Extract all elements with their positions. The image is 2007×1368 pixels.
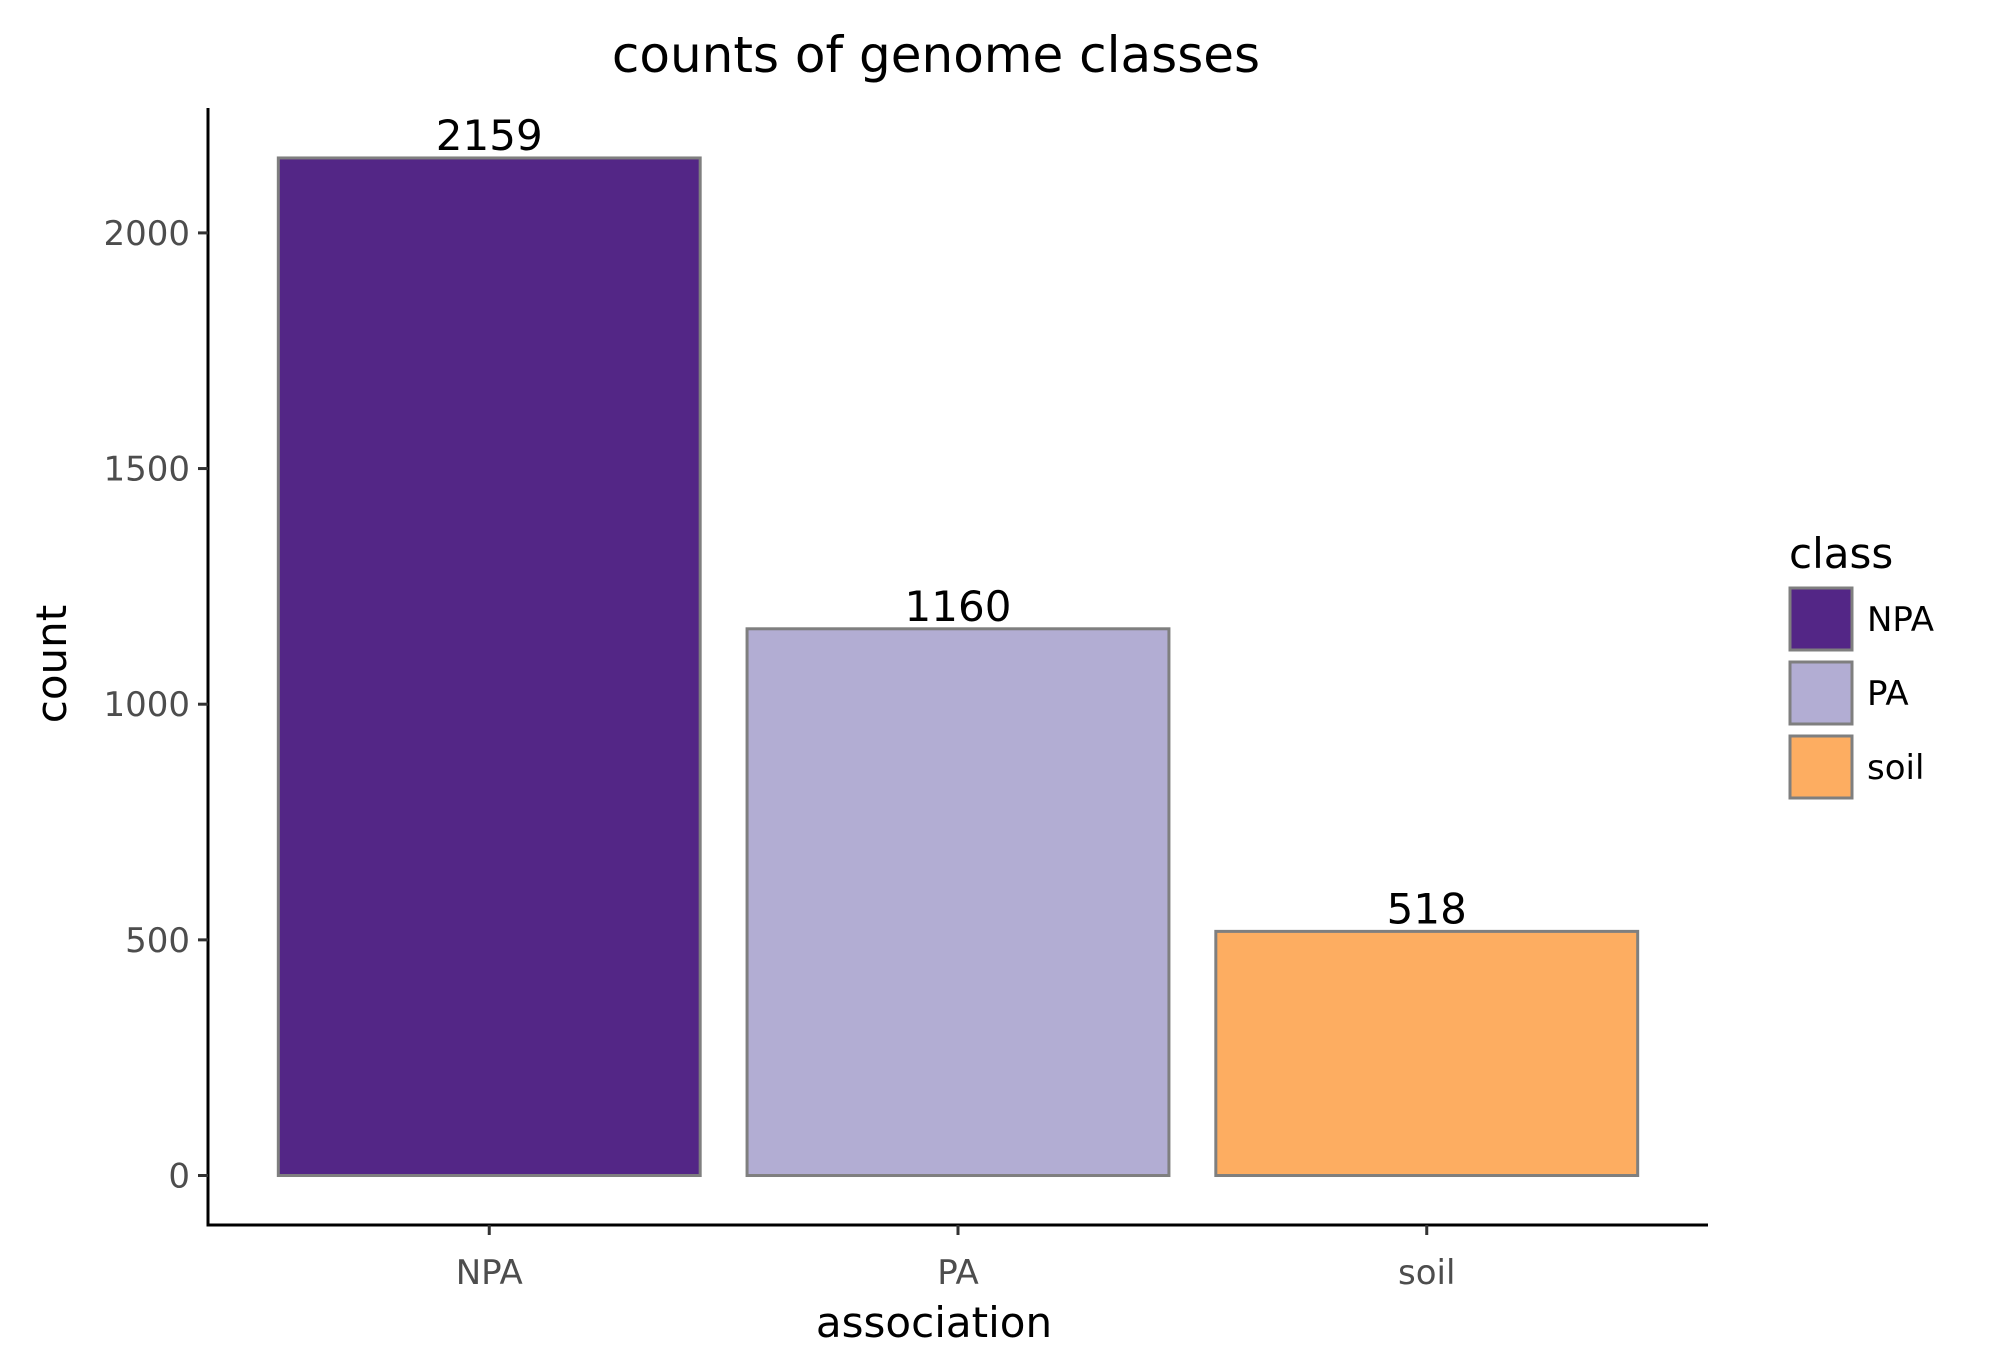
legend-key-pa bbox=[1788, 660, 1854, 726]
y-axis-ticks: 0 500 1000 1500 2000 bbox=[103, 214, 208, 1197]
data-label-npa: 2159 bbox=[436, 111, 543, 160]
x-tick-label-pa: PA bbox=[937, 1253, 979, 1293]
legend-label-pa: PA bbox=[1867, 674, 1909, 714]
legend-label-soil: soil bbox=[1867, 748, 1924, 788]
legend-key-soil bbox=[1788, 734, 1854, 800]
data-label-pa: 1160 bbox=[905, 582, 1012, 631]
data-label-soil: 518 bbox=[1387, 884, 1467, 933]
data-labels: 2159 1160 518 bbox=[436, 111, 1467, 933]
legend: class NPA PA soil bbox=[1788, 529, 1934, 800]
y-tick-label-500: 500 bbox=[125, 921, 190, 961]
y-tick-label-1000: 1000 bbox=[103, 685, 190, 725]
chart-title: counts of genome classes bbox=[612, 26, 1260, 84]
y-tick-label-1500: 1500 bbox=[103, 450, 190, 490]
plot-bars bbox=[276, 156, 1640, 1178]
bar-npa bbox=[276, 156, 702, 1178]
x-tick-label-npa: NPA bbox=[456, 1253, 523, 1293]
legend-label-npa: NPA bbox=[1867, 600, 1934, 640]
x-axis-title: association bbox=[816, 1298, 1052, 1347]
legend-key-npa bbox=[1788, 586, 1854, 652]
legend-title: class bbox=[1789, 529, 1893, 578]
x-axis-ticks: NPA PA soil bbox=[456, 1225, 1455, 1293]
bar-pa bbox=[745, 627, 1171, 1178]
legend-entries: NPA PA soil bbox=[1788, 586, 1934, 800]
y-tick-label-0: 0 bbox=[168, 1157, 190, 1197]
y-axis-title: count bbox=[27, 605, 76, 724]
y-tick-label-2000: 2000 bbox=[103, 214, 190, 254]
bar-soil bbox=[1214, 929, 1640, 1178]
x-tick-label-soil: soil bbox=[1398, 1253, 1455, 1293]
